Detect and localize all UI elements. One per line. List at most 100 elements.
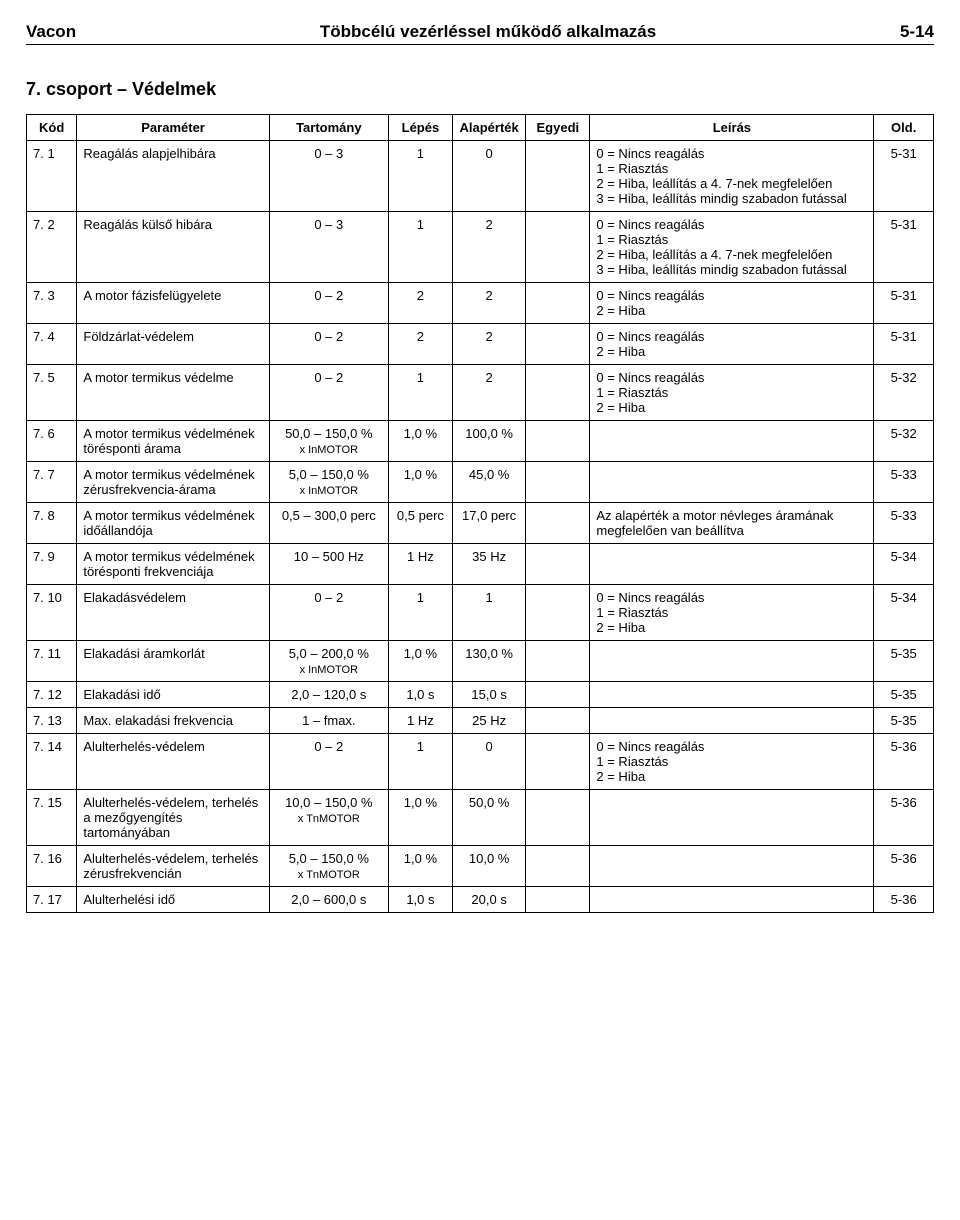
cell-kod: 7. 4 xyxy=(27,324,77,365)
cell-egyedi xyxy=(526,682,590,708)
cell-lepes: 1,0 % xyxy=(388,641,452,682)
cell-kod: 7. 6 xyxy=(27,421,77,462)
cell-lepes: 1 xyxy=(388,365,452,421)
cell-leiras: 0 = Nincs reagálás1 = Riasztás2 = Hiba xyxy=(590,365,874,421)
col-tart: Tartomány xyxy=(269,115,388,141)
cell-egyedi xyxy=(526,324,590,365)
header-center: Többcélú vezérléssel működő alkalmazás xyxy=(320,22,656,42)
cell-tart: 0 – 3 xyxy=(269,141,388,212)
cell-lepes: 1,0 s xyxy=(388,682,452,708)
cell-lepes: 1,0 % xyxy=(388,846,452,887)
cell-lepes: 1,0 s xyxy=(388,887,452,913)
cell-kod: 7. 7 xyxy=(27,462,77,503)
cell-alap: 10,0 % xyxy=(452,846,525,887)
cell-old: 5-31 xyxy=(874,141,934,212)
cell-param: Földzárlat-védelem xyxy=(77,324,269,365)
cell-old: 5-36 xyxy=(874,846,934,887)
cell-alap: 2 xyxy=(452,212,525,283)
cell-egyedi xyxy=(526,462,590,503)
cell-old: 5-36 xyxy=(874,887,934,913)
cell-param: A motor termikus védelmének törésponti á… xyxy=(77,421,269,462)
table-header-row: Kód Paraméter Tartomány Lépés Alapérték … xyxy=(27,115,934,141)
cell-old: 5-35 xyxy=(874,641,934,682)
table-row: 7. 11Elakadási áramkorlát5,0 – 200,0 %x … xyxy=(27,641,934,682)
cell-tart: 5,0 – 150,0 %x InMOTOR xyxy=(269,462,388,503)
cell-lepes: 1,0 % xyxy=(388,421,452,462)
cell-egyedi xyxy=(526,846,590,887)
cell-old: 5-31 xyxy=(874,324,934,365)
cell-leiras: 0 = Nincs reagálás2 = Hiba xyxy=(590,324,874,365)
cell-kod: 7. 10 xyxy=(27,585,77,641)
cell-lepes: 2 xyxy=(388,324,452,365)
cell-tart: 0 – 2 xyxy=(269,734,388,790)
cell-kod: 7. 12 xyxy=(27,682,77,708)
cell-alap: 45,0 % xyxy=(452,462,525,503)
cell-leiras xyxy=(590,846,874,887)
cell-param: A motor termikus védelme xyxy=(77,365,269,421)
table-row: 7. 10Elakadásvédelem0 – 2110 = Nincs rea… xyxy=(27,585,934,641)
cell-old: 5-34 xyxy=(874,544,934,585)
cell-kod: 7. 17 xyxy=(27,887,77,913)
cell-kod: 7. 16 xyxy=(27,846,77,887)
cell-param: Reagálás alapjelhibára xyxy=(77,141,269,212)
cell-tart: 5,0 – 150,0 %x TnMOTOR xyxy=(269,846,388,887)
cell-lepes: 2 xyxy=(388,283,452,324)
cell-tart: 2,0 – 120,0 s xyxy=(269,682,388,708)
cell-tart: 0 – 3 xyxy=(269,212,388,283)
header-left: Vacon xyxy=(26,22,76,42)
cell-leiras xyxy=(590,790,874,846)
cell-tart: 1 – fmax. xyxy=(269,708,388,734)
cell-old: 5-31 xyxy=(874,283,934,324)
cell-leiras xyxy=(590,682,874,708)
cell-old: 5-36 xyxy=(874,734,934,790)
cell-lepes: 0,5 perc xyxy=(388,503,452,544)
cell-tart: 0 – 2 xyxy=(269,585,388,641)
cell-leiras xyxy=(590,887,874,913)
table-row: 7. 13Max. elakadási frekvencia1 – fmax.1… xyxy=(27,708,934,734)
cell-old: 5-33 xyxy=(874,503,934,544)
cell-tart: 0 – 2 xyxy=(269,365,388,421)
cell-alap: 20,0 s xyxy=(452,887,525,913)
cell-lepes: 1,0 % xyxy=(388,462,452,503)
cell-param: A motor fázisfelügyelete xyxy=(77,283,269,324)
cell-lepes: 1,0 % xyxy=(388,790,452,846)
cell-alap: 0 xyxy=(452,734,525,790)
col-old: Old. xyxy=(874,115,934,141)
cell-egyedi xyxy=(526,790,590,846)
cell-tart: 10 – 500 Hz xyxy=(269,544,388,585)
col-kod: Kód xyxy=(27,115,77,141)
cell-leiras xyxy=(590,641,874,682)
cell-alap: 2 xyxy=(452,283,525,324)
cell-kod: 7. 8 xyxy=(27,503,77,544)
cell-kod: 7. 13 xyxy=(27,708,77,734)
cell-old: 5-35 xyxy=(874,708,934,734)
cell-kod: 7. 3 xyxy=(27,283,77,324)
cell-leiras xyxy=(590,462,874,503)
parameters-table: Kód Paraméter Tartomány Lépés Alapérték … xyxy=(26,114,934,913)
cell-param: A motor termikus védelmének törésponti f… xyxy=(77,544,269,585)
cell-tart: 0 – 2 xyxy=(269,324,388,365)
cell-lepes: 1 xyxy=(388,585,452,641)
cell-kod: 7. 14 xyxy=(27,734,77,790)
cell-tart: 10,0 – 150,0 %x TnMOTOR xyxy=(269,790,388,846)
cell-old: 5-34 xyxy=(874,585,934,641)
cell-old: 5-31 xyxy=(874,212,934,283)
cell-lepes: 1 Hz xyxy=(388,708,452,734)
cell-lepes: 1 Hz xyxy=(388,544,452,585)
cell-egyedi xyxy=(526,585,590,641)
table-row: 7. 1Reagálás alapjelhibára0 – 3100 = Nin… xyxy=(27,141,934,212)
cell-kod: 7. 2 xyxy=(27,212,77,283)
cell-param: Elakadásvédelem xyxy=(77,585,269,641)
table-row: 7. 12Elakadási idő2,0 – 120,0 s1,0 s15,0… xyxy=(27,682,934,708)
cell-egyedi xyxy=(526,141,590,212)
table-row: 7. 7A motor termikus védelmének zérusfre… xyxy=(27,462,934,503)
cell-old: 5-35 xyxy=(874,682,934,708)
cell-tart: 2,0 – 600,0 s xyxy=(269,887,388,913)
cell-alap: 130,0 % xyxy=(452,641,525,682)
cell-lepes: 1 xyxy=(388,141,452,212)
cell-param: A motor termikus védelmének időállandója xyxy=(77,503,269,544)
cell-param: A motor termikus védelmének zérusfrekven… xyxy=(77,462,269,503)
cell-egyedi xyxy=(526,365,590,421)
cell-alap: 25 Hz xyxy=(452,708,525,734)
cell-alap: 2 xyxy=(452,365,525,421)
